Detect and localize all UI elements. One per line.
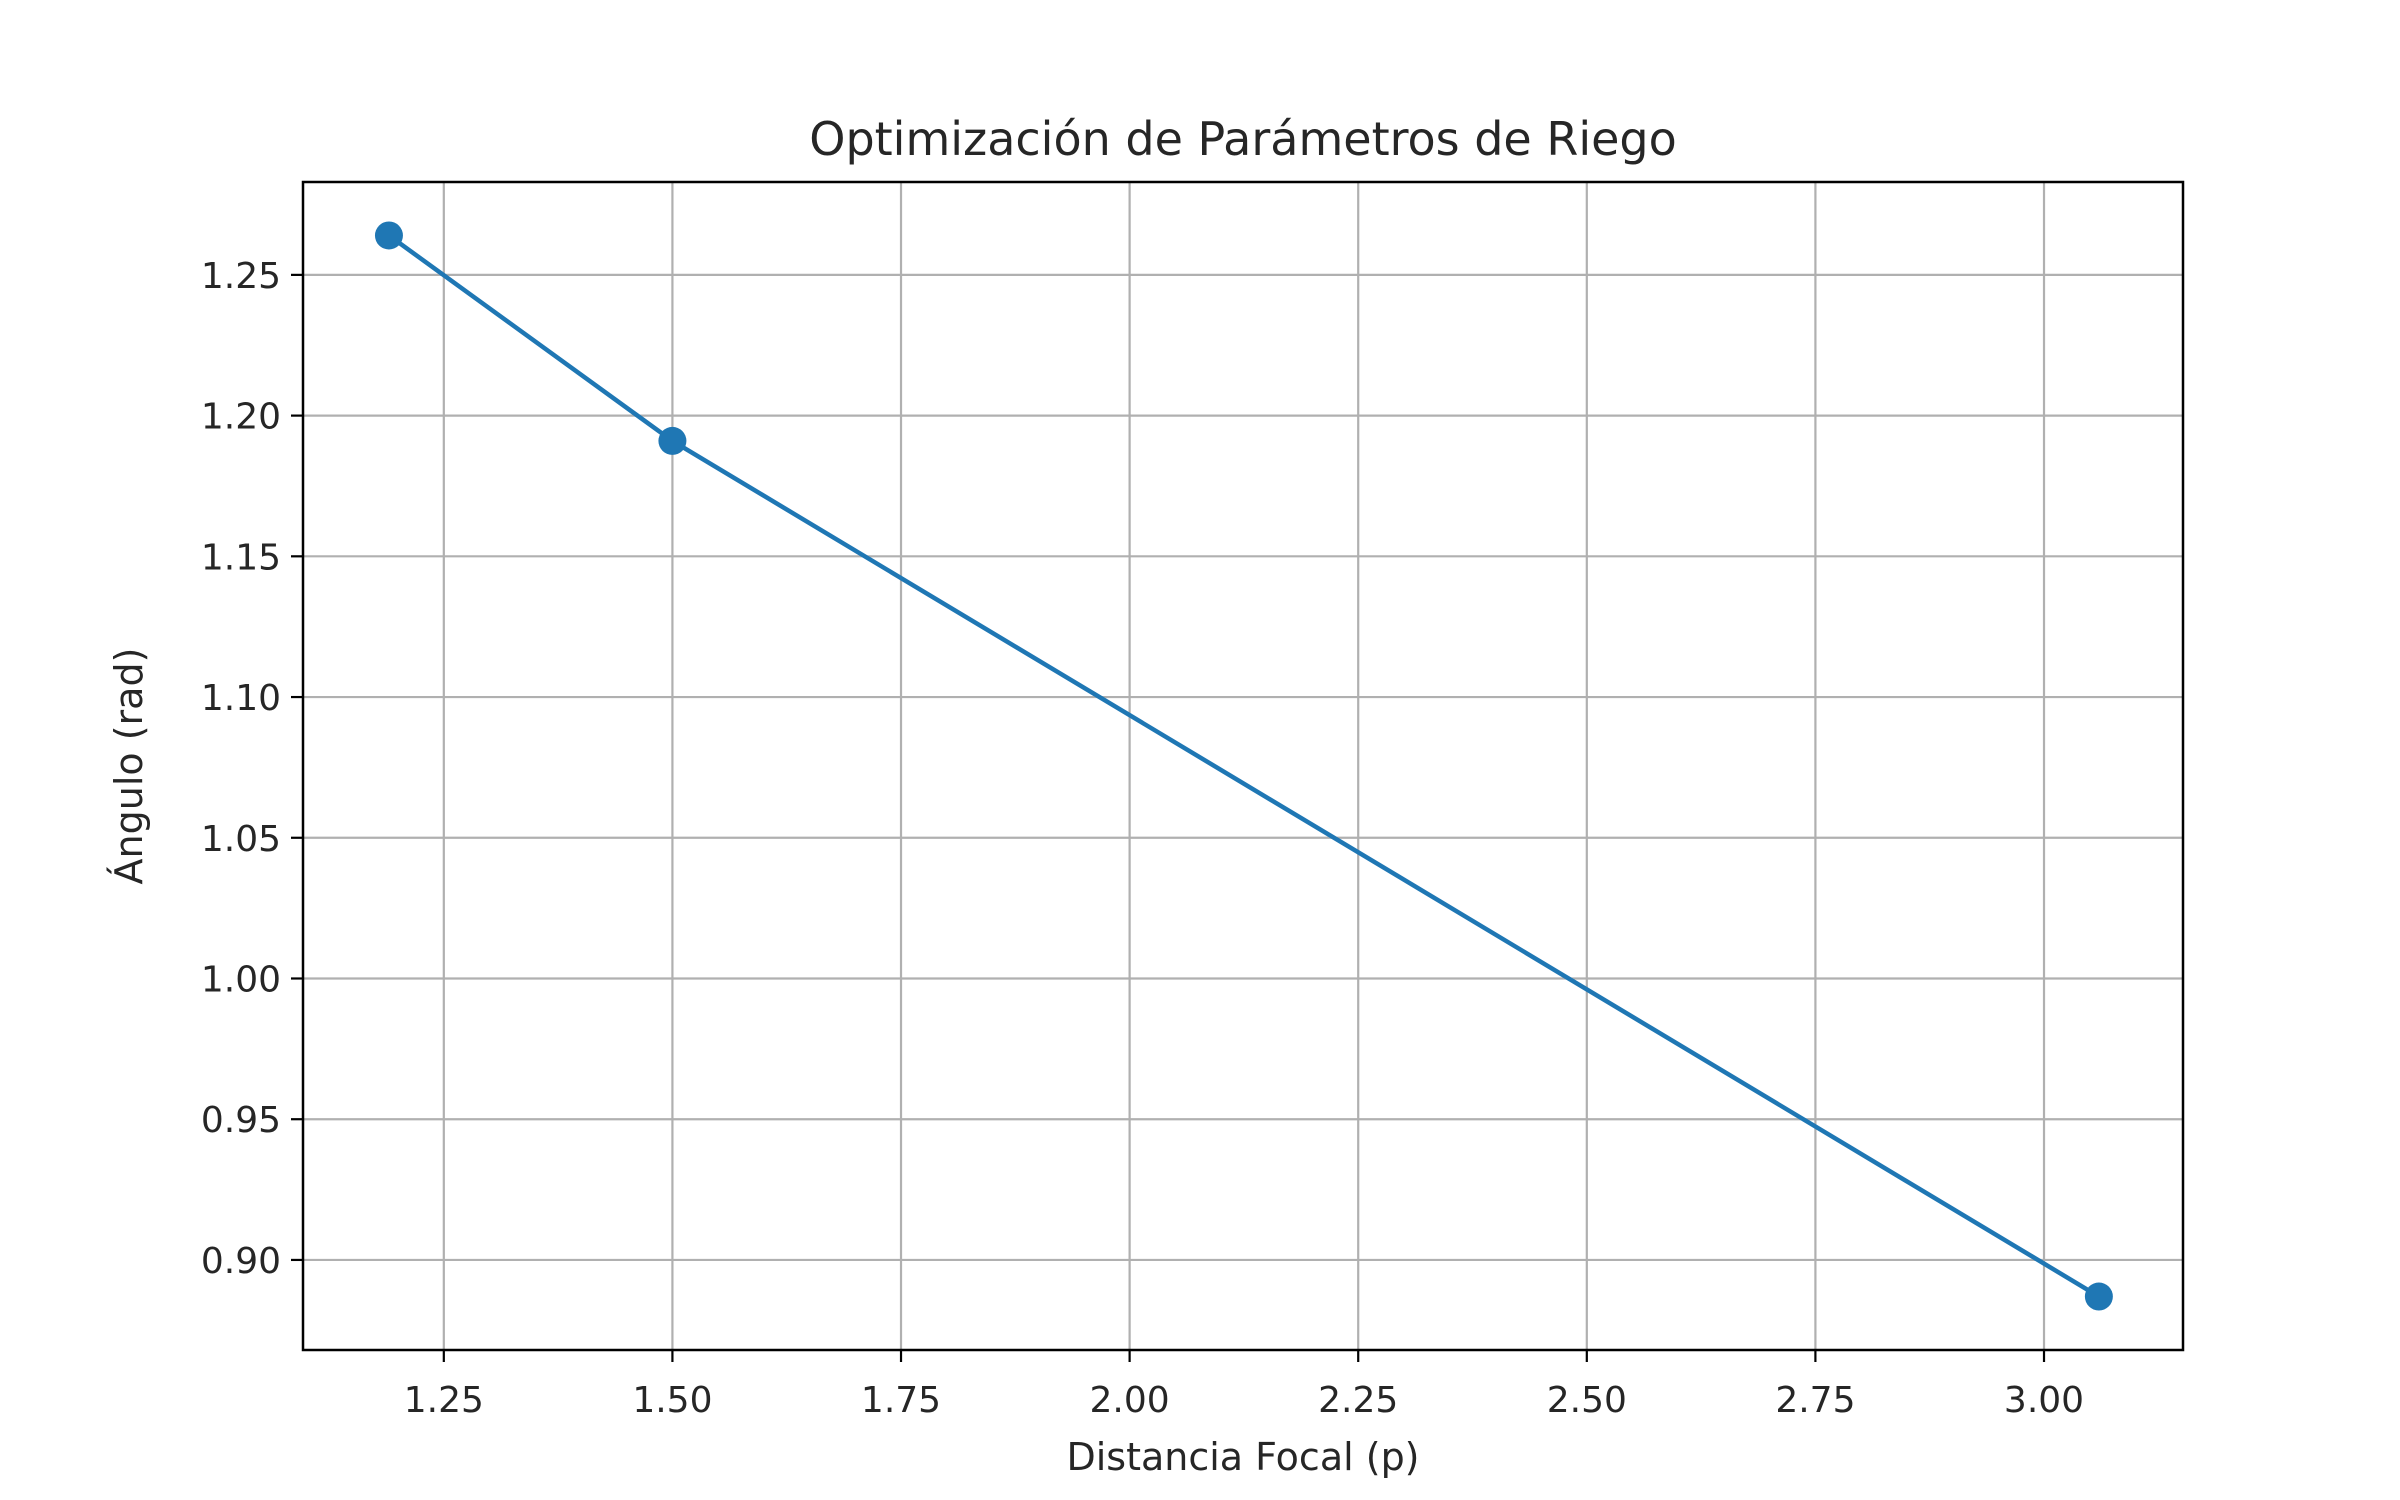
data-point-marker <box>658 426 687 455</box>
data-point-marker <box>2084 1282 2113 1311</box>
y-tick-label: 1.20 <box>201 397 281 438</box>
x-tick-label: 2.25 <box>1318 1380 1398 1421</box>
x-tick-label: 1.50 <box>632 1380 712 1421</box>
x-tick-label: 3.00 <box>2004 1380 2084 1421</box>
x-tick-label: 1.75 <box>861 1380 941 1421</box>
y-tick-label: 0.95 <box>201 1100 281 1141</box>
y-tick-label: 1.00 <box>201 959 281 1000</box>
data-point-marker <box>374 221 403 250</box>
y-tick-label: 1.05 <box>201 819 281 860</box>
x-tick-label: 2.50 <box>1547 1380 1627 1421</box>
grid <box>303 182 2183 1350</box>
y-axis: 0.90 0.95 1.00 1.05 1.10 1.15 1.20 1.25 <box>201 256 303 1282</box>
y-tick-label: 1.10 <box>201 678 281 719</box>
y-tick-label: 1.15 <box>201 537 281 578</box>
y-axis-title: Ángulo (rad) <box>107 648 151 885</box>
y-tick-label: 1.25 <box>201 256 281 297</box>
y-tick-label: 0.90 <box>201 1241 281 1282</box>
x-tick-label: 1.25 <box>404 1380 484 1421</box>
plot-area-frame <box>301 180 2185 1352</box>
x-axis: 1.25 1.50 1.75 2.00 2.25 2.50 2.75 3.00 <box>404 1350 2084 1421</box>
x-tick-label: 2.75 <box>1775 1380 1855 1421</box>
x-tick-label: 2.00 <box>1090 1380 1170 1421</box>
x-axis-title: Distancia Focal (p) <box>1066 1435 1419 1479</box>
series-layer <box>374 221 2113 1311</box>
chart-title: Optimización de Parámetros de Riego <box>809 112 1677 166</box>
